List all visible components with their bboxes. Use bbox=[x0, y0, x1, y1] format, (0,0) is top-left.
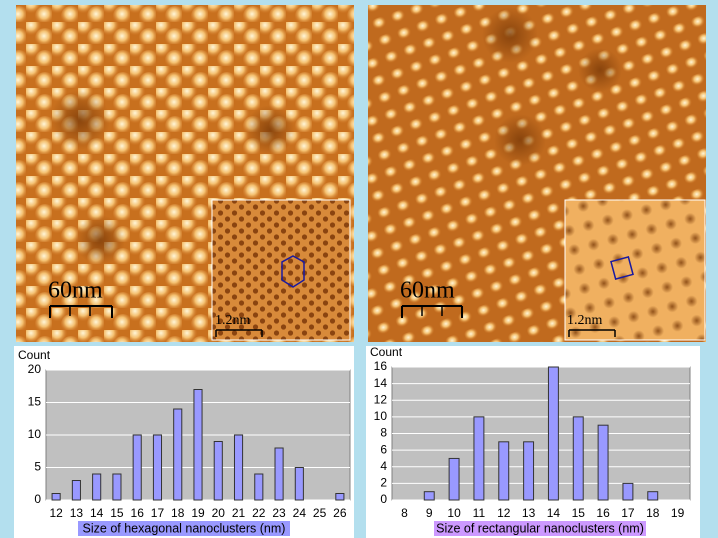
x-tick-label: 15 bbox=[110, 506, 124, 520]
x-tick-label: 25 bbox=[313, 506, 327, 520]
bar bbox=[598, 425, 608, 500]
y-tick-label: 10 bbox=[374, 409, 388, 423]
scale-bar-label: 60nm bbox=[400, 278, 455, 304]
y-tick-label: 6 bbox=[380, 442, 387, 456]
x-tick-label: 12 bbox=[49, 506, 63, 520]
bar bbox=[255, 474, 263, 500]
bar bbox=[524, 442, 534, 500]
x-tick-label: 19 bbox=[671, 506, 685, 520]
x-tick-label: 26 bbox=[333, 506, 347, 520]
x-tick-label: 13 bbox=[70, 506, 84, 520]
y-tick-label: 4 bbox=[380, 459, 387, 473]
x-tick-label: 11 bbox=[473, 506, 486, 520]
bar bbox=[153, 435, 161, 500]
bar bbox=[93, 474, 101, 500]
y-tick-label: 2 bbox=[380, 476, 387, 490]
y-tick-label: 10 bbox=[28, 427, 42, 441]
figure: 60nm 1.2nm 60nm 1.2nm 05101520Count12131… bbox=[0, 0, 718, 538]
x-axis-label: Size of rectangular nanoclusters (nm) bbox=[436, 521, 644, 535]
bar bbox=[573, 417, 583, 500]
x-tick-label: 19 bbox=[191, 506, 205, 520]
y-axis-label: Count bbox=[18, 348, 51, 362]
y-tick-label: 12 bbox=[374, 392, 388, 406]
y-tick-label: 15 bbox=[28, 395, 42, 409]
scale-bar-label: 60nm bbox=[48, 278, 103, 304]
y-tick-label: 8 bbox=[380, 426, 387, 440]
inset-scale-bar-label: 1.2nm bbox=[567, 313, 603, 328]
x-tick-label: 9 bbox=[426, 506, 433, 520]
y-tick-label: 0 bbox=[34, 492, 41, 506]
bar bbox=[133, 435, 141, 500]
bar bbox=[499, 442, 509, 500]
bar bbox=[474, 417, 484, 500]
x-tick-label: 14 bbox=[90, 506, 104, 520]
x-tick-label: 18 bbox=[171, 506, 185, 520]
x-tick-label: 23 bbox=[272, 506, 286, 520]
y-tick-label: 5 bbox=[34, 460, 41, 474]
bar bbox=[72, 481, 80, 501]
bar bbox=[275, 448, 283, 500]
x-tick-label: 16 bbox=[596, 506, 610, 520]
bar bbox=[623, 483, 633, 500]
y-tick-label: 0 bbox=[380, 492, 387, 506]
x-tick-label: 10 bbox=[447, 506, 461, 520]
bar bbox=[52, 494, 60, 501]
bar bbox=[424, 492, 434, 500]
bar bbox=[174, 409, 182, 500]
x-tick-label: 17 bbox=[151, 506, 165, 520]
y-axis-label: Count bbox=[370, 345, 403, 359]
x-tick-label: 15 bbox=[572, 506, 586, 520]
x-tick-label: 14 bbox=[547, 506, 561, 520]
y-tick-label: 14 bbox=[374, 376, 388, 390]
x-tick-label: 12 bbox=[497, 506, 511, 520]
x-tick-label: 13 bbox=[522, 506, 536, 520]
x-tick-label: 20 bbox=[212, 506, 226, 520]
x-tick-label: 16 bbox=[131, 506, 145, 520]
bar bbox=[295, 468, 303, 501]
y-tick-label: 16 bbox=[374, 359, 388, 373]
inset-scale-bar-label: 1.2nm bbox=[215, 313, 251, 328]
x-tick-label: 18 bbox=[646, 506, 660, 520]
bar bbox=[449, 458, 459, 500]
bar bbox=[113, 474, 121, 500]
x-tick-label: 22 bbox=[252, 506, 266, 520]
x-axis-label: Size of hexagonal nanoclusters (nm) bbox=[83, 521, 286, 535]
x-tick-label: 8 bbox=[401, 506, 408, 520]
stm-image-hexagonal: 60nm 1.2nm bbox=[16, 5, 354, 342]
bar bbox=[548, 367, 558, 500]
y-tick-label: 20 bbox=[28, 362, 42, 376]
bar bbox=[648, 492, 658, 500]
x-tick-label: 17 bbox=[621, 506, 635, 520]
bar bbox=[234, 435, 242, 500]
stm-image-rectangular: 60nm 1.2nm bbox=[368, 5, 706, 342]
bar bbox=[214, 442, 222, 501]
bar bbox=[336, 494, 344, 501]
x-tick-label: 21 bbox=[232, 506, 246, 520]
x-tick-label: 24 bbox=[293, 506, 307, 520]
bar bbox=[194, 390, 202, 501]
